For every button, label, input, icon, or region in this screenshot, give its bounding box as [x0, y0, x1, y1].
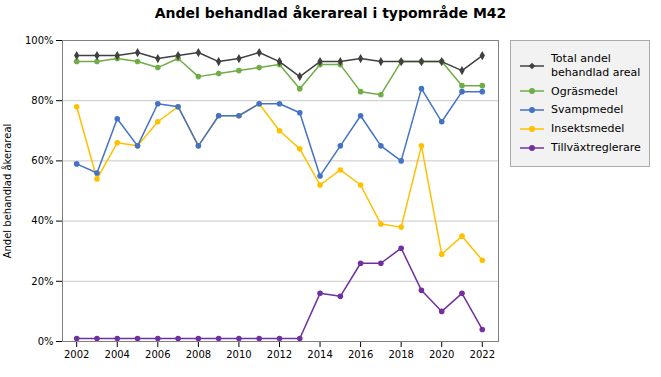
svg-text:2020: 2020 [429, 349, 454, 360]
svg-text:2010: 2010 [226, 349, 251, 360]
svg-text:20%: 20% [31, 276, 53, 287]
svg-text:2012: 2012 [267, 349, 292, 360]
svg-text:2006: 2006 [145, 349, 170, 360]
svg-text:0%: 0% [38, 336, 54, 347]
svg-text:2002: 2002 [64, 349, 89, 360]
html-text:Insektsmedel: Insektsmedel [551, 122, 625, 135]
html-text:Andel behandlad åkerareal i ty: Andel behandlad åkerareal i typområde M4… [154, 5, 507, 21]
svg-text:2022: 2022 [470, 349, 495, 360]
svg-text:60%: 60% [31, 155, 53, 166]
svg-text:80%: 80% [31, 95, 53, 106]
svg-text:2008: 2008 [186, 349, 211, 360]
svg-text:Andel behandlad åkerareal: Andel behandlad åkerareal [1, 124, 13, 259]
html-text:Svampmedel: Svampmedel [551, 103, 624, 117]
svg-text:2018: 2018 [388, 349, 413, 360]
html-text:Ogräsmedel: Ogräsmedel [551, 84, 618, 98]
html-text:Tillväxtreglerare: Tillväxtreglerare [551, 140, 641, 154]
svg-text:100%: 100% [25, 35, 54, 46]
svg-text:2004: 2004 [105, 349, 130, 360]
svg-text:2014: 2014 [307, 349, 332, 360]
html-text:Total andel behandlad areal: Total andel behandlad areal [551, 52, 641, 79]
svg-text:40%: 40% [31, 215, 53, 226]
svg-text:2016: 2016 [348, 349, 373, 360]
